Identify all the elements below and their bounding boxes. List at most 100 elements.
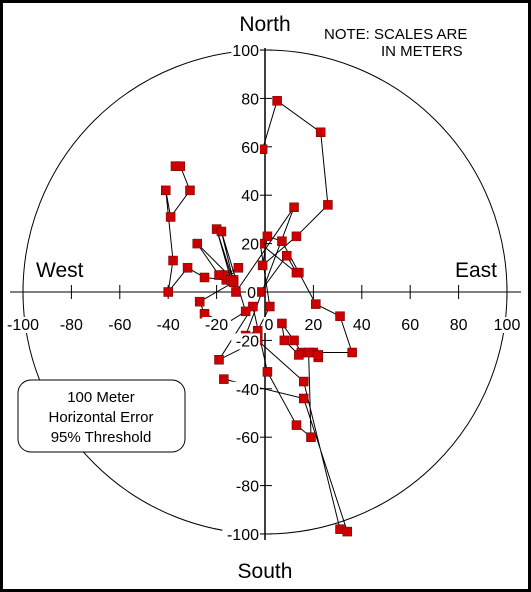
data-point: [182, 263, 193, 273]
data-point: [265, 301, 275, 312]
x-tick-label: 0: [265, 317, 274, 334]
data-point: [291, 231, 302, 242]
tick-labels: -100 -80 -60 -40 -20 20 40 60 80 100 0 100 80 60 40 20 -…: [4, 43, 522, 544]
data-point: [289, 202, 299, 213]
tick-label-bg: [448, 317, 469, 333]
data-point: [219, 374, 229, 384]
data-point: [272, 96, 282, 106]
y-tick-label: 40: [241, 188, 259, 205]
x-tick-label: 60: [401, 317, 419, 334]
x-tick-label: 40: [353, 317, 371, 334]
data-point: [277, 236, 287, 246]
data-point: [199, 272, 210, 283]
y-tick-label: 80: [241, 91, 259, 108]
data-point: [262, 367, 273, 377]
data-point: [282, 250, 292, 261]
west-label: West: [36, 259, 84, 282]
data-point: [214, 355, 224, 365]
series-layer: [161, 96, 357, 537]
east-label: East: [455, 259, 497, 282]
data-point: [313, 350, 323, 360]
tick-label-bg: [57, 317, 86, 333]
y-tick-label: -40: [236, 382, 259, 399]
y-tick-label: -20: [236, 333, 259, 350]
data-point: [289, 335, 299, 346]
data-point: [165, 212, 176, 222]
north-label: North: [239, 13, 290, 36]
scale-note-line1: NOTE: SCALES ARE: [324, 26, 467, 43]
data-point: [298, 393, 309, 404]
threshold-legend-box: [17, 379, 186, 453]
tick-label-bg: [4, 317, 42, 333]
series-line: [217, 99, 353, 533]
tick-label-bg: [246, 285, 257, 301]
data-point: [323, 200, 333, 210]
x-tick-label: -80: [60, 317, 83, 334]
x-tick-label: -20: [205, 317, 228, 334]
data-point: [194, 296, 205, 307]
data-point: [175, 161, 186, 171]
y-tick-label: -80: [236, 479, 259, 496]
tick-label-bg: [202, 317, 231, 333]
data-point: [294, 350, 304, 360]
y-tick-label: 0: [247, 285, 256, 302]
data-point: [291, 267, 302, 278]
x-tick-label: 80: [450, 317, 468, 334]
tick-label-bg: [231, 430, 260, 447]
y-tick-label: -100: [227, 527, 259, 544]
data-point: [185, 185, 195, 196]
data-point: [291, 420, 302, 430]
data-point: [161, 185, 171, 196]
data-point: [240, 306, 251, 317]
y-tick-label: 60: [241, 140, 259, 157]
south-label: South: [238, 560, 293, 583]
tick-label-bg: [240, 236, 260, 253]
threshold-legend: 100 Meter Horizontal Error 95% Threshold: [17, 379, 186, 453]
data-point: [262, 231, 273, 242]
scale-note-line2: IN METERS: [381, 43, 463, 60]
tick-label-bg: [231, 43, 260, 59]
data-point: [255, 287, 265, 297]
data-point: [216, 226, 227, 237]
threshold-legend-line2: Horizontal Error: [48, 409, 153, 426]
data-point: [306, 432, 316, 442]
axis-ticks: [22, 49, 508, 535]
x-tick-label: -100: [7, 317, 39, 334]
tick-label-bg: [240, 91, 260, 108]
data-point: [248, 301, 258, 312]
x-tick-label: -60: [108, 317, 131, 334]
data-point: [233, 263, 244, 273]
data-point: [192, 238, 202, 249]
data-point: [277, 318, 287, 329]
x-tick-label: 100: [494, 317, 521, 334]
data-point: [342, 526, 353, 537]
data-point: [168, 255, 178, 266]
data-point: [231, 287, 241, 297]
data-point: [163, 287, 173, 297]
y-tick-label: -60: [236, 430, 259, 447]
data-point: [279, 335, 290, 346]
tick-label-bg: [240, 188, 260, 205]
data-point: [257, 260, 268, 271]
tick-label-bg: [240, 139, 260, 156]
threshold-legend-line3: 95% Threshold: [51, 429, 152, 446]
y-tick-label: 100: [232, 43, 259, 60]
tick-label-bg: [231, 381, 260, 398]
x-tick-label: 20: [305, 317, 323, 334]
data-point: [311, 299, 321, 309]
data-point: [214, 270, 224, 280]
y-tick-label: 20: [241, 237, 259, 254]
tick-label-bg: [303, 317, 324, 333]
tick-label-bg: [263, 317, 275, 333]
tick-label-bg: [492, 317, 522, 333]
data-point: [347, 347, 357, 358]
data-point: [298, 376, 309, 387]
tick-label-bg: [222, 527, 260, 543]
x-tick-label: -40: [157, 317, 180, 334]
data-point: [228, 277, 239, 288]
data-point: [335, 311, 345, 321]
data-point: [303, 347, 314, 358]
data-point: [315, 127, 326, 138]
